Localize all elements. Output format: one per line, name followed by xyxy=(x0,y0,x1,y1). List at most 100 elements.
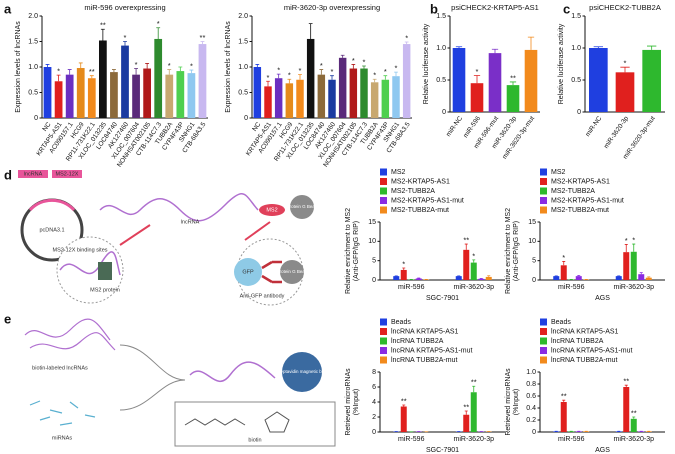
significance: * xyxy=(299,66,302,75)
error-bar xyxy=(189,69,194,74)
streptavidin-bead xyxy=(282,352,322,392)
bar xyxy=(583,431,590,432)
x-tick-label: miR-3620-3p xyxy=(454,284,495,291)
error-bar xyxy=(351,64,356,69)
bar xyxy=(87,78,96,118)
legend-swatch xyxy=(380,347,387,354)
bar xyxy=(274,78,283,118)
chart-title: psiCHECK2-KRTAP5-AS1 xyxy=(451,3,539,12)
y-tick-label: 0 xyxy=(34,115,38,122)
bar xyxy=(110,72,118,118)
bar xyxy=(392,76,400,118)
bar xyxy=(452,48,466,112)
error-bar xyxy=(178,66,183,72)
y-axis-label: (Anti-GFP/IgG RIP) xyxy=(513,221,520,281)
significance: * xyxy=(277,66,280,75)
x-tick-label: miR-3620-3p xyxy=(614,436,655,443)
x-axis-label: SGC-7901 xyxy=(426,295,459,302)
y-tick-label: 1.5 xyxy=(571,13,581,20)
arrow xyxy=(119,344,186,411)
chart-title: psiCHECK2-TUBB2A xyxy=(589,3,661,12)
error-bar xyxy=(562,399,566,402)
x-tick-label: miR-596 xyxy=(398,284,425,291)
y-tick-label: 0.5 xyxy=(28,89,38,96)
ms2-protein xyxy=(259,204,285,216)
diagram-label: Anti-GFP antibody xyxy=(240,293,285,299)
significance: * xyxy=(331,67,334,76)
significance: * xyxy=(352,56,355,65)
significance: * xyxy=(288,71,291,80)
bar xyxy=(349,68,358,118)
significance: * xyxy=(405,33,408,42)
significance: * xyxy=(395,64,398,73)
error-bar xyxy=(123,41,127,46)
y-axis-label: Retrieved microRNAs xyxy=(345,368,352,436)
bar xyxy=(568,431,575,432)
error-bar xyxy=(639,272,643,275)
y-tick-label: 0.2 xyxy=(526,417,536,424)
significance: ** xyxy=(561,392,567,401)
bar xyxy=(154,38,163,119)
bar xyxy=(338,57,347,118)
significance: * xyxy=(135,60,138,69)
significance: * xyxy=(625,236,628,245)
error-bar xyxy=(308,23,313,39)
diagram-label: lncRNA xyxy=(181,219,200,225)
legend-label: lncRNA KRTAP5-AS1 xyxy=(391,328,459,335)
bar xyxy=(575,276,582,280)
bar xyxy=(370,82,379,118)
bar xyxy=(393,276,400,280)
arrow xyxy=(119,221,271,246)
bar xyxy=(121,45,129,118)
legend-swatch xyxy=(540,168,547,176)
y-axis-label: Relative enrichment to MS2 xyxy=(505,208,512,294)
legend-swatch xyxy=(540,206,547,214)
panel-label: a xyxy=(4,1,12,16)
legend-swatch xyxy=(380,328,387,335)
y-tick-label: 1.0 xyxy=(238,64,248,71)
significance: * xyxy=(624,59,627,68)
y-tick-label: 0.6 xyxy=(526,393,536,400)
bar xyxy=(463,249,470,280)
significance: * xyxy=(190,62,193,71)
bar xyxy=(402,44,411,118)
error-bar xyxy=(372,78,377,83)
chart-title: miR-596 overexpressing xyxy=(84,3,165,12)
error-bar xyxy=(620,66,630,73)
y-tick-label: 10 xyxy=(528,238,536,245)
legend-swatch xyxy=(380,178,387,185)
protein-g-bead xyxy=(290,195,314,219)
bar xyxy=(328,79,336,118)
error-bar xyxy=(298,74,302,80)
error-bar xyxy=(100,28,105,41)
error-bar xyxy=(362,65,366,69)
error-bar xyxy=(67,69,72,75)
legend-swatch xyxy=(540,187,547,195)
legend-swatch xyxy=(540,347,547,354)
bar xyxy=(642,49,661,112)
label-box xyxy=(18,170,48,178)
bar xyxy=(317,74,326,118)
error-bar xyxy=(145,63,150,69)
error-bar xyxy=(577,274,581,277)
x-axis-label: AGS xyxy=(595,447,610,454)
diagram-e: biotin-labeled lncRNAs miRNAs Streptavid… xyxy=(24,318,336,447)
label-box xyxy=(52,170,82,178)
legend-label: lncRNA TUBB2A-mut xyxy=(551,357,617,364)
significance: ** xyxy=(631,408,637,417)
bar xyxy=(630,418,637,432)
bar xyxy=(553,276,560,280)
bar xyxy=(470,262,477,280)
error-bar xyxy=(394,71,398,77)
legend-swatch xyxy=(540,197,547,204)
chart-title: miR-3620-3p overexpressing xyxy=(284,3,380,12)
antibody xyxy=(261,260,282,284)
bar xyxy=(198,44,207,118)
legend-label: MS2-TUBB2A xyxy=(551,188,595,195)
y-axis-label: Expression levels of lncRNAs xyxy=(225,21,232,113)
bar xyxy=(524,49,538,112)
significance: ** xyxy=(100,21,106,30)
x-axis-label: AGS xyxy=(595,295,610,302)
diagram-label: Streptavidin magnetic bead xyxy=(275,369,330,374)
lncrna-strand xyxy=(24,318,116,351)
